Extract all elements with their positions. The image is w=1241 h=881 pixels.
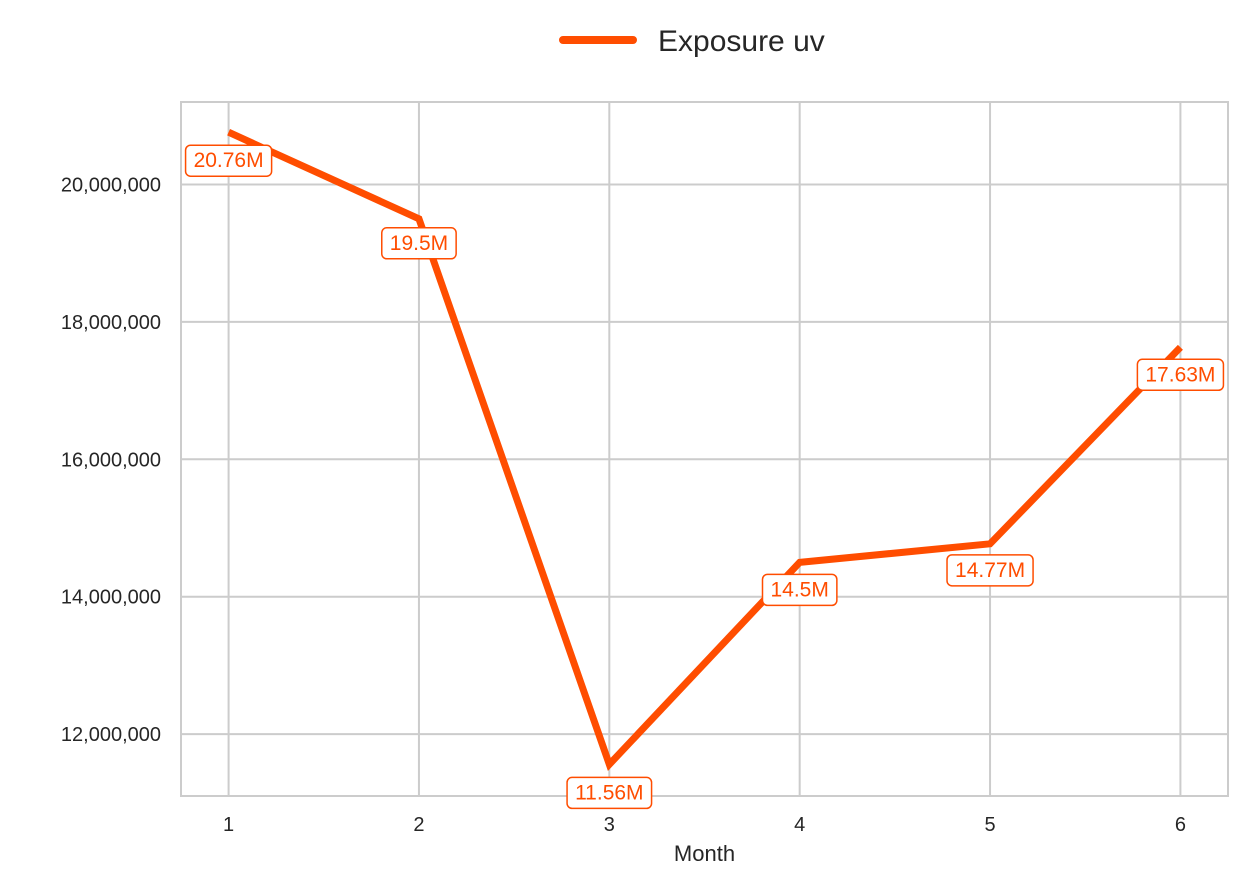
- data-label-box: [1136, 358, 1225, 392]
- data-label-box: [946, 554, 1034, 587]
- data-label-text: 14.5M: [770, 578, 828, 601]
- y-tick-labels: 12,000,000 14,000,000 16,000,000 18,000,000…: [61, 174, 161, 746]
- data-label: 14.5M: [761, 573, 838, 607]
- legend: Exposure uv: [559, 25, 825, 58]
- data-label-text: 20.76M: [194, 149, 264, 172]
- data-label-text: 14.77M: [955, 559, 1025, 582]
- data-label-box: [761, 573, 838, 607]
- data-label: 17.63M: [1136, 358, 1225, 392]
- x-tick-label: 4: [794, 814, 805, 836]
- data-label: 11.56M: [566, 776, 653, 810]
- legend-label: Exposure uv: [658, 25, 825, 58]
- x-tick-label: 3: [604, 814, 615, 836]
- data-label: 14.77M: [946, 554, 1034, 587]
- data-labels: 20.76M 19.5M 11.56M 14.5M 14.77M 17.63M: [184, 144, 1225, 810]
- y-tick-label: 20,000,000: [61, 174, 161, 196]
- y-tick-label: 14,000,000: [61, 587, 161, 609]
- x-tick-labels: 1 2 3 4 5 6: [223, 814, 1186, 836]
- series-line: [227, 129, 1183, 771]
- x-tick-label: 5: [984, 814, 995, 836]
- data-label-box: [566, 776, 653, 810]
- data-label-text: 19.5M: [390, 232, 448, 255]
- data-label-box: [381, 227, 457, 260]
- x-tick-label: 6: [1175, 814, 1186, 836]
- data-label: 19.5M: [381, 227, 457, 260]
- data-label-text: 11.56M: [575, 781, 644, 804]
- data-label-text: 17.63M: [1145, 363, 1215, 386]
- y-tick-label: 16,000,000: [61, 449, 161, 471]
- y-tick-label: 18,000,000: [61, 312, 161, 334]
- data-label: 20.76M: [184, 144, 273, 177]
- x-tick-label: 1: [223, 814, 234, 836]
- y-tick-label: 12,000,000: [61, 724, 161, 746]
- plot-frame: [180, 101, 1229, 797]
- gridlines: [181, 102, 1228, 796]
- data-label-box: [184, 144, 273, 177]
- x-tick-label: 2: [413, 814, 424, 836]
- series-layer: [227, 129, 1183, 771]
- x-axis-title: Month: [674, 841, 735, 866]
